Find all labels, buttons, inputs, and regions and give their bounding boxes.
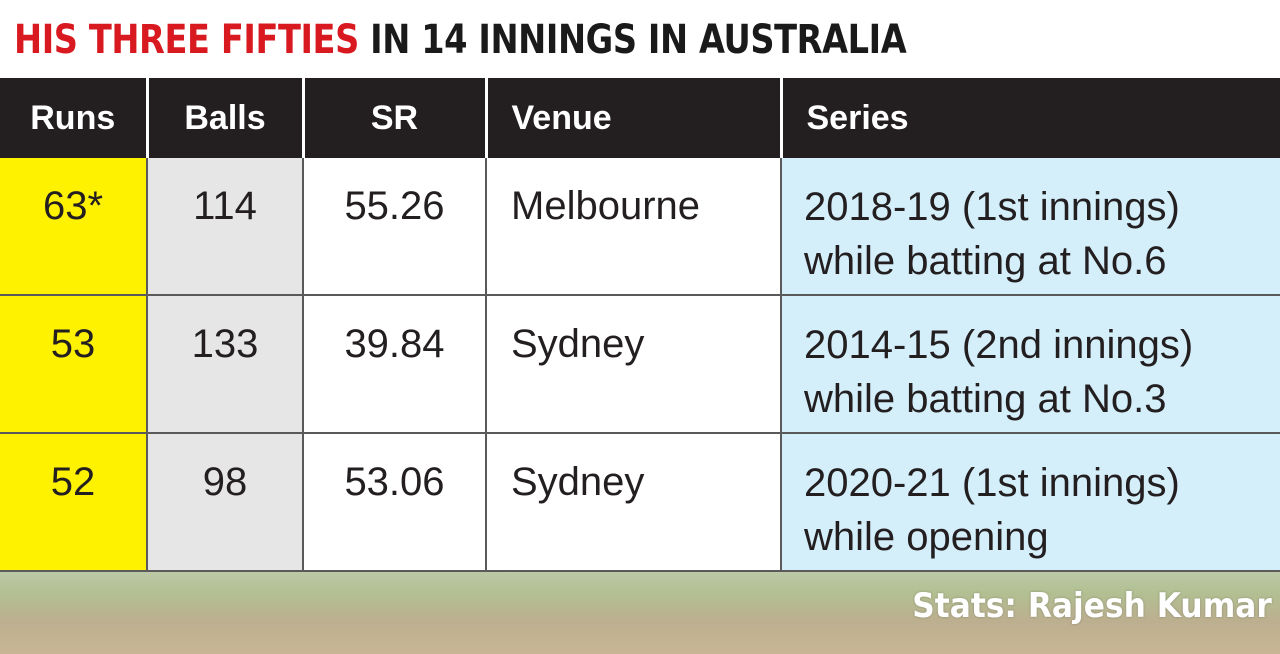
headline: HIS THREE FIFTIES IN 14 INNINGS IN AUSTR… <box>14 10 907 70</box>
series-line-1: 2014-15 (2nd innings) <box>804 323 1194 367</box>
cell-series: 2020-21 (1st innings) while opening <box>781 433 1280 572</box>
cell-sr: 53.06 <box>303 433 487 572</box>
column-header-sr: SR <box>303 78 488 158</box>
cell-venue: Melbourne <box>486 158 782 296</box>
balls-value: 133 <box>191 322 259 366</box>
cell-runs: 52 <box>0 433 148 572</box>
cell-venue: Sydney <box>486 433 782 572</box>
cell-series: 2018-19 (1st innings) while batting at No… <box>781 158 1280 296</box>
series-line-2: while opening <box>804 515 1049 559</box>
balls-value: 98 <box>202 460 248 504</box>
venue-value: Melbourne <box>511 184 701 228</box>
venue-value: Sydney <box>511 322 645 366</box>
series-line-1: 2020-21 (1st innings) <box>804 461 1180 505</box>
cell-balls: 98 <box>147 433 304 572</box>
grass-pitch-background: Stats: Rajesh Kumar <box>0 572 1280 654</box>
cell-series: 2014-15 (2nd innings) while batting at No… <box>781 295 1280 434</box>
table-row: 63* 114 55.26 Melbourne 2018-19 (1st inn… <box>0 158 1280 296</box>
runs-value: 53 <box>50 322 96 366</box>
runs-value: 52 <box>50 460 96 504</box>
cell-runs: 63* <box>0 158 148 296</box>
series-line-2: while batting at No.3 <box>804 377 1167 421</box>
headline-rest: IN 14 INNINGS IN AUSTRALIA <box>358 17 907 63</box>
column-header-balls: Balls <box>147 78 305 158</box>
runs-value: 63* <box>42 184 104 228</box>
stats-table: Runs Balls SR Venue Series 63* 114 55.26… <box>0 78 1280 572</box>
cell-venue: Sydney <box>486 295 782 434</box>
sr-value: 55.26 <box>344 184 445 228</box>
balls-value: 114 <box>193 184 257 228</box>
cell-balls: 133 <box>147 295 304 434</box>
stats-credit: Stats: Rajesh Kumar <box>912 586 1272 626</box>
header-row: Runs Balls SR Venue Series <box>0 78 1280 158</box>
column-header-runs: Runs <box>0 78 149 158</box>
headline-highlight: HIS THREE FIFTIES <box>14 17 359 63</box>
cell-sr: 55.26 <box>303 158 487 296</box>
table-row: 52 98 53.06 Sydney 2020-21 (1st innings)… <box>0 433 1280 572</box>
venue-value: Sydney <box>511 460 645 504</box>
sr-value: 39.84 <box>344 322 445 366</box>
cell-balls: 114 <box>147 158 304 296</box>
column-header-series: Series <box>781 78 1280 158</box>
series-line-2: while batting at No.6 <box>804 239 1167 283</box>
sr-value: 53.06 <box>344 460 445 504</box>
table-row: 53 133 39.84 Sydney 2014-15 (2nd innings… <box>0 295 1280 434</box>
cell-runs: 53 <box>0 295 148 434</box>
cell-sr: 39.84 <box>303 295 487 434</box>
column-header-venue: Venue <box>486 78 783 158</box>
series-line-1: 2018-19 (1st innings) <box>804 185 1180 229</box>
